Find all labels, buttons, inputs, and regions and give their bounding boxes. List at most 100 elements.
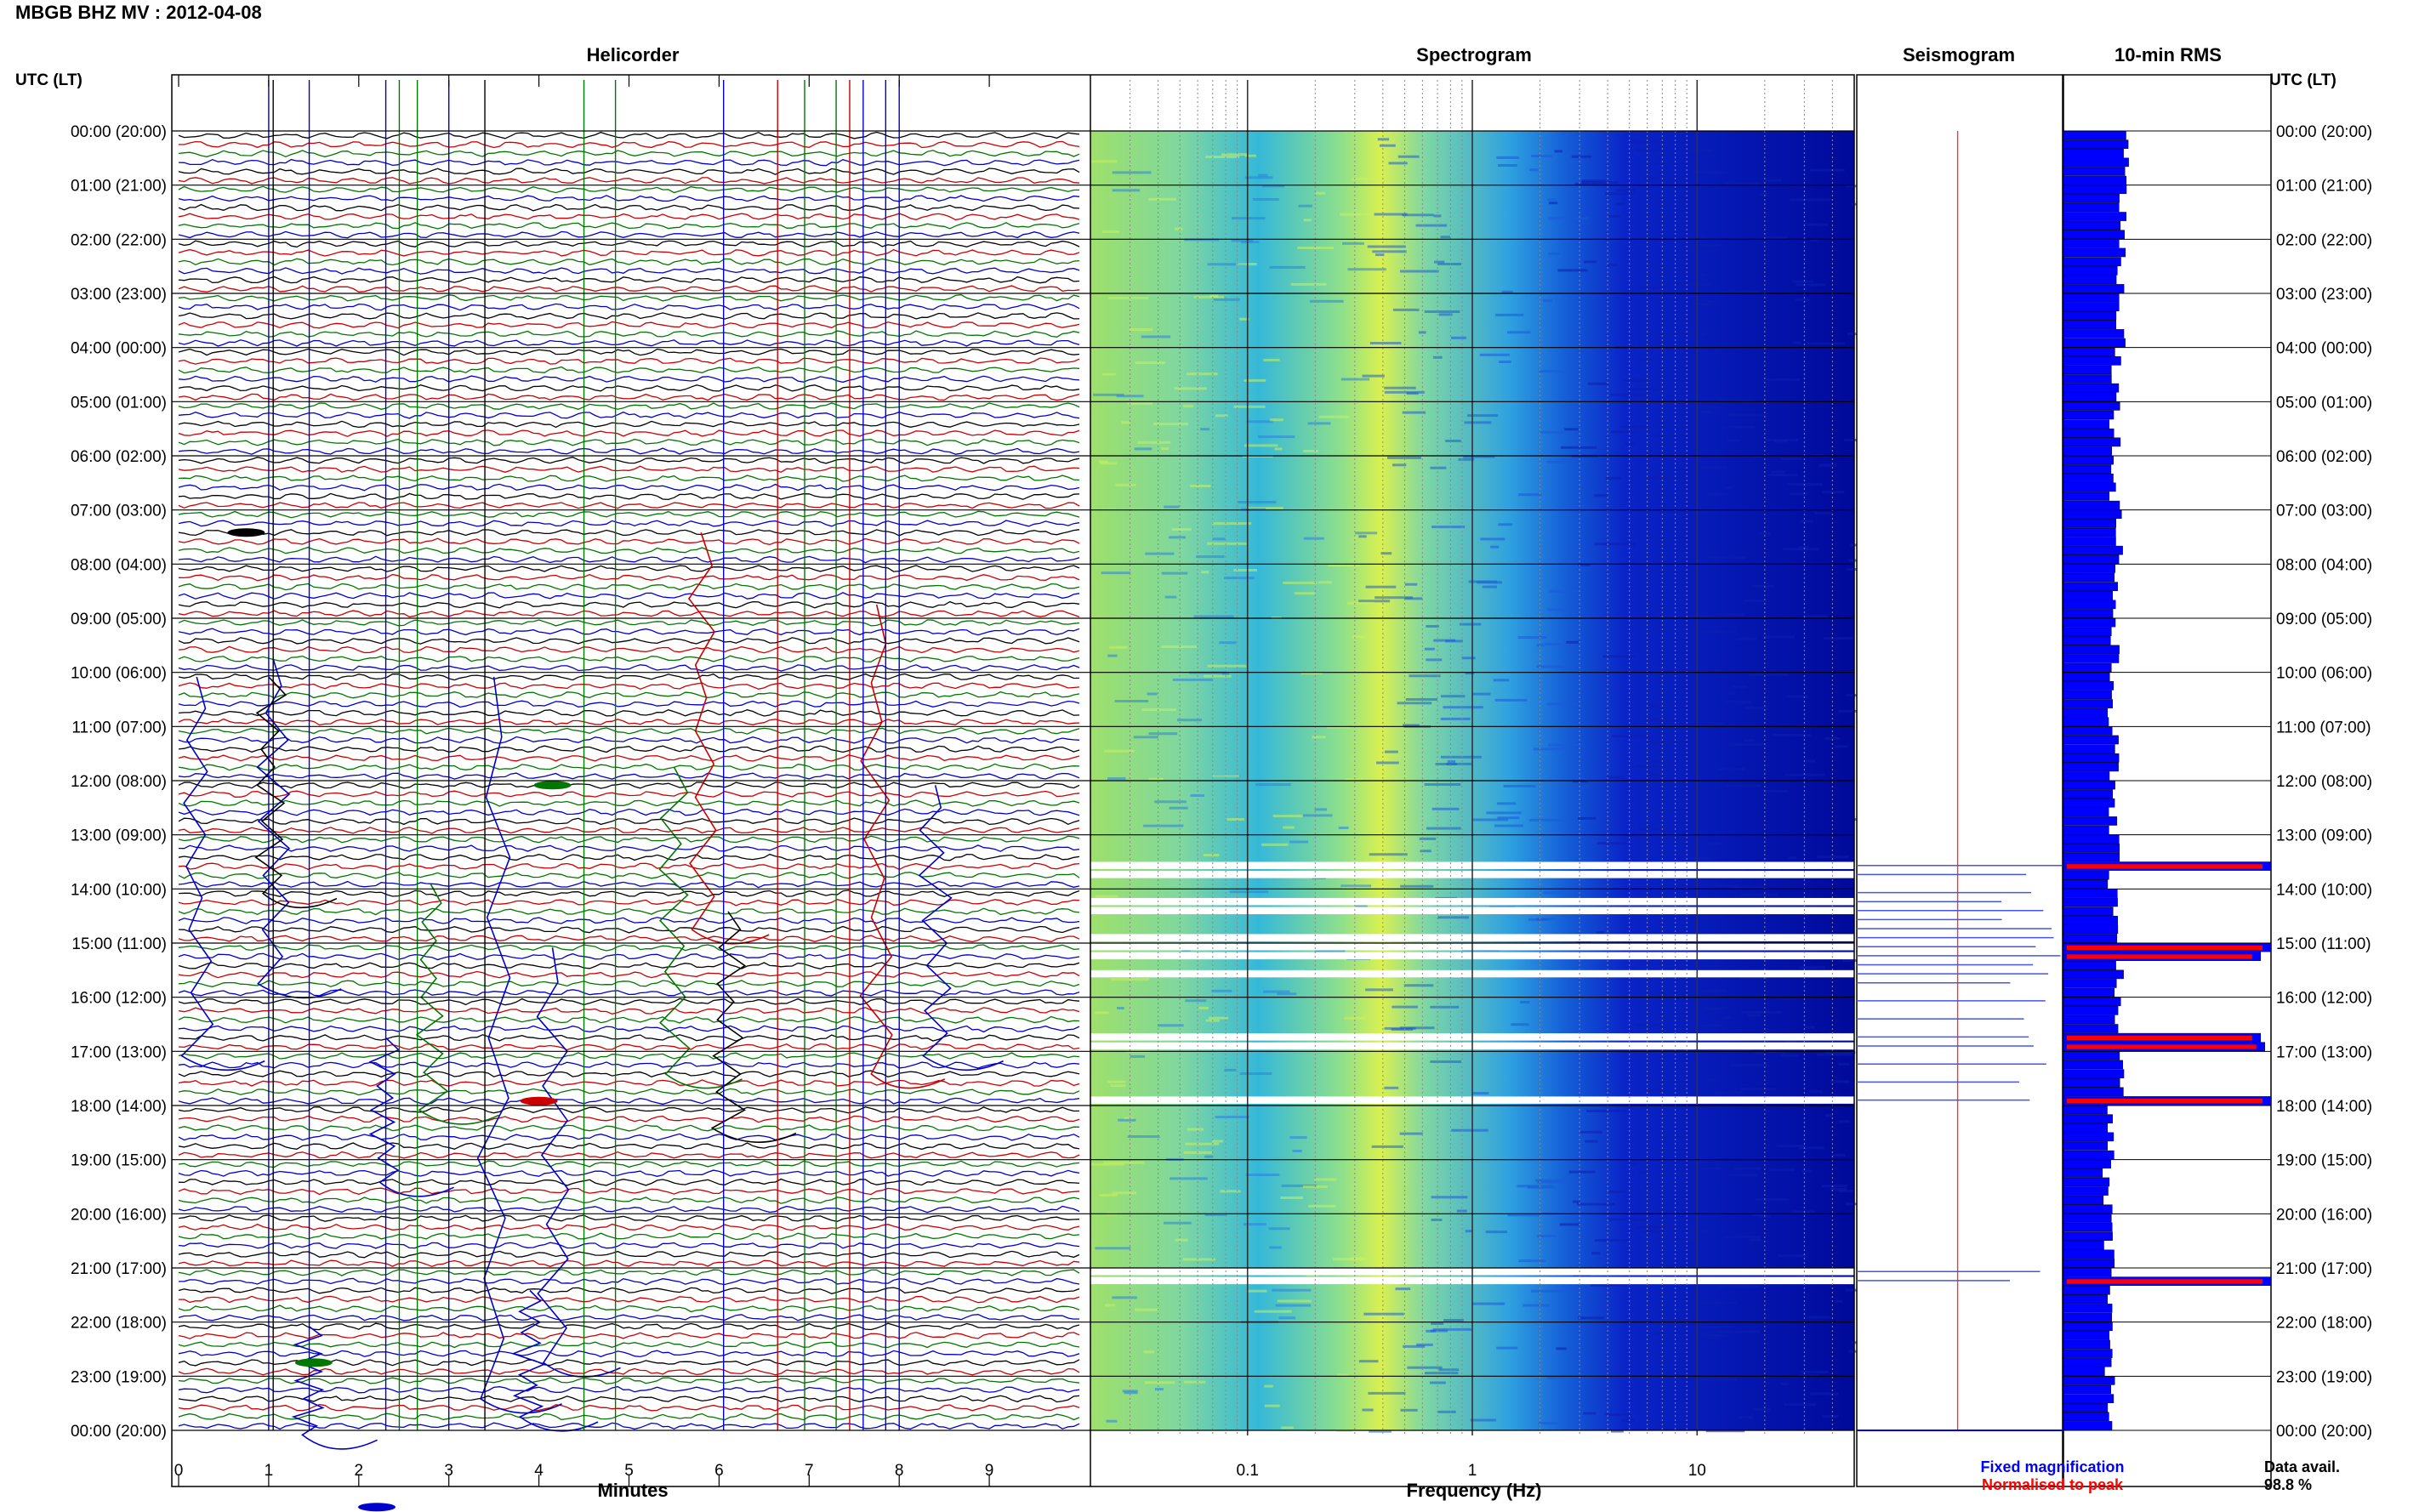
helicorder-trace <box>178 1232 1080 1241</box>
rms-bar <box>2063 157 2129 168</box>
spectrogram-cell <box>1706 1078 1716 1082</box>
rms-bar <box>2063 1367 2105 1377</box>
rms-bar <box>2063 1051 2120 1060</box>
spectrogram-cell <box>1677 856 1706 860</box>
spectrogram-cell <box>1430 1329 1449 1333</box>
spectrogram-cell <box>1699 1167 1722 1170</box>
rms-bar <box>2063 600 2116 610</box>
helicorder-trace <box>178 502 1080 509</box>
spectrogram-cell <box>1687 1024 1722 1027</box>
rms-bar <box>2063 590 2113 600</box>
spectrogram-cell <box>1400 1408 1418 1412</box>
spectrogram-cell <box>1283 581 1318 584</box>
helicorder-trace <box>178 248 1080 257</box>
spectrogram-cell <box>1171 528 1192 531</box>
helicorder-trace <box>178 952 1080 961</box>
rms-bar <box>2063 825 2109 835</box>
helicorder-trace <box>178 158 1080 167</box>
spectrogram-cell <box>1672 283 1710 287</box>
helicorder-trace <box>178 970 1080 979</box>
rms-bar <box>2063 934 2118 943</box>
spectrogram-cell <box>1174 227 1183 230</box>
time-tick-right: 06:00 (02:00) <box>2276 448 2372 466</box>
spectrogram-cell <box>1837 1063 1850 1066</box>
spectrogram-cell <box>1809 1089 1823 1093</box>
spectrogram-cell <box>1467 414 1499 418</box>
spectrogram-cell <box>1107 777 1126 780</box>
rms-bar <box>2063 284 2125 293</box>
rms-bar <box>2063 1087 2124 1097</box>
rms-bar <box>2063 356 2121 366</box>
helicorder-event-11 <box>710 911 797 1143</box>
spectrogram-cell <box>1708 843 1722 845</box>
spectrogram-cell <box>1281 1426 1294 1430</box>
rms-bar <box>2063 1312 2112 1322</box>
spectrogram-cell <box>1645 176 1686 179</box>
helicorder-trace <box>178 429 1080 437</box>
helicorder-panel <box>172 75 1086 1512</box>
minute-tick-label: 4 <box>534 1462 544 1480</box>
spectrogram-cell <box>1157 1024 1184 1027</box>
helicorder-trace <box>178 465 1080 474</box>
spectrogram-cell <box>1822 491 1845 494</box>
minute-tick-label: 9 <box>985 1462 994 1480</box>
spectrogram-cell <box>1289 1136 1307 1140</box>
spectrogram-cell <box>1494 698 1528 702</box>
spectrogram-cell <box>1727 1174 1757 1177</box>
time-tick-left: 02:00 (22:00) <box>71 231 167 249</box>
spectrogram-cell <box>1095 895 1118 898</box>
helicorder-trace <box>178 1052 1080 1060</box>
spectrogram-cell <box>1805 759 1815 763</box>
spectrogram-cell <box>1752 584 1774 588</box>
helicorder-trace <box>178 592 1080 600</box>
spectrogram-cell <box>1261 843 1289 846</box>
spectrogram-cell <box>1209 1016 1229 1020</box>
spectrogram-cell <box>1438 313 1453 316</box>
time-tick-left: 19:00 (15:00) <box>71 1152 167 1170</box>
spectrogram-cell <box>1172 678 1213 681</box>
spectrogram-cell <box>1546 460 1569 463</box>
spectrogram-cell <box>1362 374 1385 378</box>
spectrogram-cell <box>1112 171 1152 174</box>
spectrogram-cell <box>1134 1308 1158 1311</box>
spectrogram-cell <box>1377 138 1390 141</box>
spectrogram-cell <box>1402 411 1426 414</box>
spectrogram-cell <box>1241 508 1266 511</box>
helicorder-burst-4 <box>533 781 572 790</box>
rms-bar <box>2063 519 2116 528</box>
spectrogram-cell <box>1762 635 1796 639</box>
spectrogram-cell <box>1169 806 1188 810</box>
spectrogram-cell <box>1115 483 1136 486</box>
spectrogram-cell <box>1161 571 1188 575</box>
helicorder-trace <box>178 258 1080 266</box>
spectrogram-cell <box>1493 679 1510 682</box>
spectrogram-cell <box>1591 1284 1627 1287</box>
spectrogram-cell <box>1336 1373 1349 1377</box>
helicorder-trace <box>178 546 1080 554</box>
spectrogram-cell <box>1269 265 1306 269</box>
spectrogram-cell <box>1187 1128 1204 1131</box>
spectrogram-cell <box>1124 1117 1134 1120</box>
helicorder-trace <box>178 917 1080 924</box>
spectrogram-cell <box>1631 140 1667 144</box>
spectrogram-cell <box>1485 1231 1507 1234</box>
spectrogram-cell <box>1385 750 1398 753</box>
spectrogram-cell <box>1743 600 1766 603</box>
spectrogram-cell <box>1110 1084 1126 1088</box>
spectrogram-cell <box>1684 615 1715 618</box>
rms-bar <box>2063 798 2115 808</box>
spectrogram-title: Spectrogram <box>1416 44 1532 65</box>
spectrogram-cell <box>1404 583 1418 586</box>
spectrogram-cell <box>1655 995 1665 998</box>
spectrogram-cell <box>1369 1430 1392 1433</box>
rms-bar <box>2063 907 2114 916</box>
rms-bar-peak <box>2067 945 2262 950</box>
helicorder-trace <box>178 1269 1080 1276</box>
helicorder-trace <box>178 520 1080 527</box>
time-tick-left: 17:00 (13:00) <box>71 1043 167 1061</box>
helicorder-trace <box>178 1187 1080 1196</box>
spectrogram-cell <box>1574 182 1608 185</box>
spectrogram-cell <box>1548 589 1577 593</box>
spectrogram-cell <box>1546 198 1557 202</box>
rms-bar <box>2063 762 2119 772</box>
